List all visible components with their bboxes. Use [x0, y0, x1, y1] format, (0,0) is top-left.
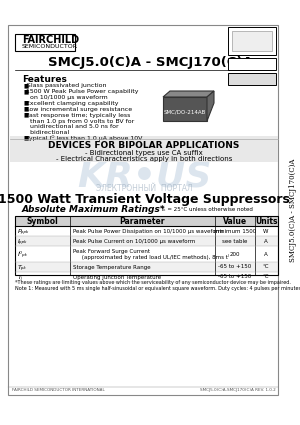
Text: 1500 Watt Transient Voltage Suppressors: 1500 Watt Transient Voltage Suppressors [0, 193, 290, 206]
Bar [15, 236, 278, 246]
Text: Typical Iᴼ less than 1.0 μA above 10V: Typical Iᴼ less than 1.0 μA above 10V [26, 135, 142, 141]
Text: Operating Junction Temperature: Operating Junction Temperature [73, 275, 161, 280]
Text: Peak Pulse Power Dissipation on 10/1000 μs waveform: Peak Pulse Power Dissipation on 10/1000 … [73, 229, 224, 233]
Text: Iₚₚₖ: Iₚₚₖ [18, 238, 28, 244]
Text: Glass passivated junction: Glass passivated junction [26, 83, 106, 88]
Text: ■: ■ [23, 113, 28, 117]
Text: - Bidirectional types use CA suffix: - Bidirectional types use CA suffix [85, 150, 203, 156]
Bar [10, 136, 278, 162]
Text: ЭЛЕКТРОННЫЙ  ПОРТАЛ: ЭЛЕКТРОННЫЙ ПОРТАЛ [96, 184, 192, 193]
Text: Peak Pulse Current on 10/1000 μs waveform: Peak Pulse Current on 10/1000 μs wavefor… [73, 238, 195, 244]
Text: Features: Features [22, 75, 67, 84]
Text: °C: °C [263, 264, 269, 269]
Text: ■: ■ [23, 135, 28, 140]
Bar [232, 31, 272, 51]
Text: -65 to +150: -65 to +150 [218, 275, 252, 280]
Text: Excellent clamping capability: Excellent clamping capability [26, 100, 119, 105]
Text: SMCJ5.0(C)A-SMCJ170(C)A REV. 1.0.2: SMCJ5.0(C)A-SMCJ170(C)A REV. 1.0.2 [200, 388, 276, 392]
FancyBboxPatch shape [163, 97, 207, 121]
Text: Low incremental surge resistance: Low incremental surge resistance [26, 107, 132, 111]
Text: Note 1: Measured with 5 ms single half-sinusoidal or equivalent square waveform.: Note 1: Measured with 5 ms single half-s… [15, 286, 300, 291]
Polygon shape [163, 91, 214, 97]
Text: Parameter: Parameter [119, 216, 165, 226]
Text: *These ratings are limiting values above which the serviceability of any semicon: *These ratings are limiting values above… [15, 280, 291, 285]
Text: Pₚₚₖ: Pₚₚₖ [18, 229, 30, 233]
Text: Value: Value [223, 216, 247, 226]
Bar [228, 27, 276, 55]
Text: SMC/DO-214AB: SMC/DO-214AB [164, 110, 206, 114]
Text: (approximated by rated load UL/IEC methods), 8ms tᴵ: (approximated by rated load UL/IEC metho… [73, 253, 229, 260]
Text: -65 to +150: -65 to +150 [218, 264, 252, 269]
Text: ■: ■ [23, 83, 28, 88]
Text: 200: 200 [230, 252, 240, 257]
Text: DEVICES FOR BIPOLAR APPLICATIONS: DEVICES FOR BIPOLAR APPLICATIONS [48, 141, 240, 150]
Polygon shape [207, 91, 214, 121]
Bar [15, 262, 278, 272]
Text: Tⱼ: Tⱼ [18, 275, 23, 280]
Bar [228, 58, 276, 70]
Text: Symbol: Symbol [26, 216, 58, 226]
Text: ■: ■ [23, 100, 28, 105]
Text: FAIRCHILD: FAIRCHILD [22, 35, 79, 45]
Text: ■: ■ [23, 89, 28, 94]
Text: unidirectional and 5.0 ns for: unidirectional and 5.0 ns for [26, 124, 119, 129]
Text: than 1.0 ps from 0 volts to BV for: than 1.0 ps from 0 volts to BV for [26, 119, 134, 124]
Text: SMCJ5.0(C)A - SMCJ170(C)A: SMCJ5.0(C)A - SMCJ170(C)A [289, 159, 297, 262]
Bar [15, 34, 75, 51]
Text: Peak Forward Surge Current: Peak Forward Surge Current [73, 249, 150, 254]
Text: 1500 W Peak Pulse Power capability: 1500 W Peak Pulse Power capability [26, 89, 139, 94]
Text: - Electrical Characteristics apply in both directions: - Electrical Characteristics apply in bo… [56, 156, 232, 162]
Bar [15, 216, 278, 226]
Text: Tₖ = 25°C unless otherwise noted: Tₖ = 25°C unless otherwise noted [160, 207, 253, 212]
Text: Fast response time; typically less: Fast response time; typically less [26, 113, 130, 117]
Text: Iᴼₚₖ: Iᴼₚₖ [18, 251, 28, 257]
Text: KR•US: KR•US [77, 159, 211, 193]
Text: see table: see table [222, 238, 248, 244]
Text: FAIRCHILD SEMICONDUCTOR INTERNATIONAL: FAIRCHILD SEMICONDUCTOR INTERNATIONAL [12, 388, 105, 392]
Text: SMCJ5.0(C)A - SMCJ170(C)A: SMCJ5.0(C)A - SMCJ170(C)A [48, 56, 252, 68]
Text: Storage Temperature Range: Storage Temperature Range [73, 264, 151, 269]
Bar [228, 73, 276, 85]
Text: minimum 1500: minimum 1500 [214, 229, 256, 233]
Text: Units: Units [255, 216, 277, 226]
Text: on 10/1000 μs waveform: on 10/1000 μs waveform [26, 95, 108, 100]
Bar [15, 216, 278, 275]
Text: Absolute Maximum Ratings*: Absolute Maximum Ratings* [22, 204, 166, 213]
Text: SEMICONDUCTOR: SEMICONDUCTOR [22, 43, 78, 48]
Text: ■: ■ [23, 107, 28, 111]
Text: bidirectional: bidirectional [26, 130, 69, 134]
Text: A: A [264, 238, 268, 244]
FancyBboxPatch shape [8, 25, 278, 395]
Text: A: A [264, 252, 268, 257]
Text: °C: °C [263, 275, 269, 280]
Text: Tₚₖ: Tₚₖ [18, 264, 27, 269]
Text: W: W [263, 229, 269, 233]
